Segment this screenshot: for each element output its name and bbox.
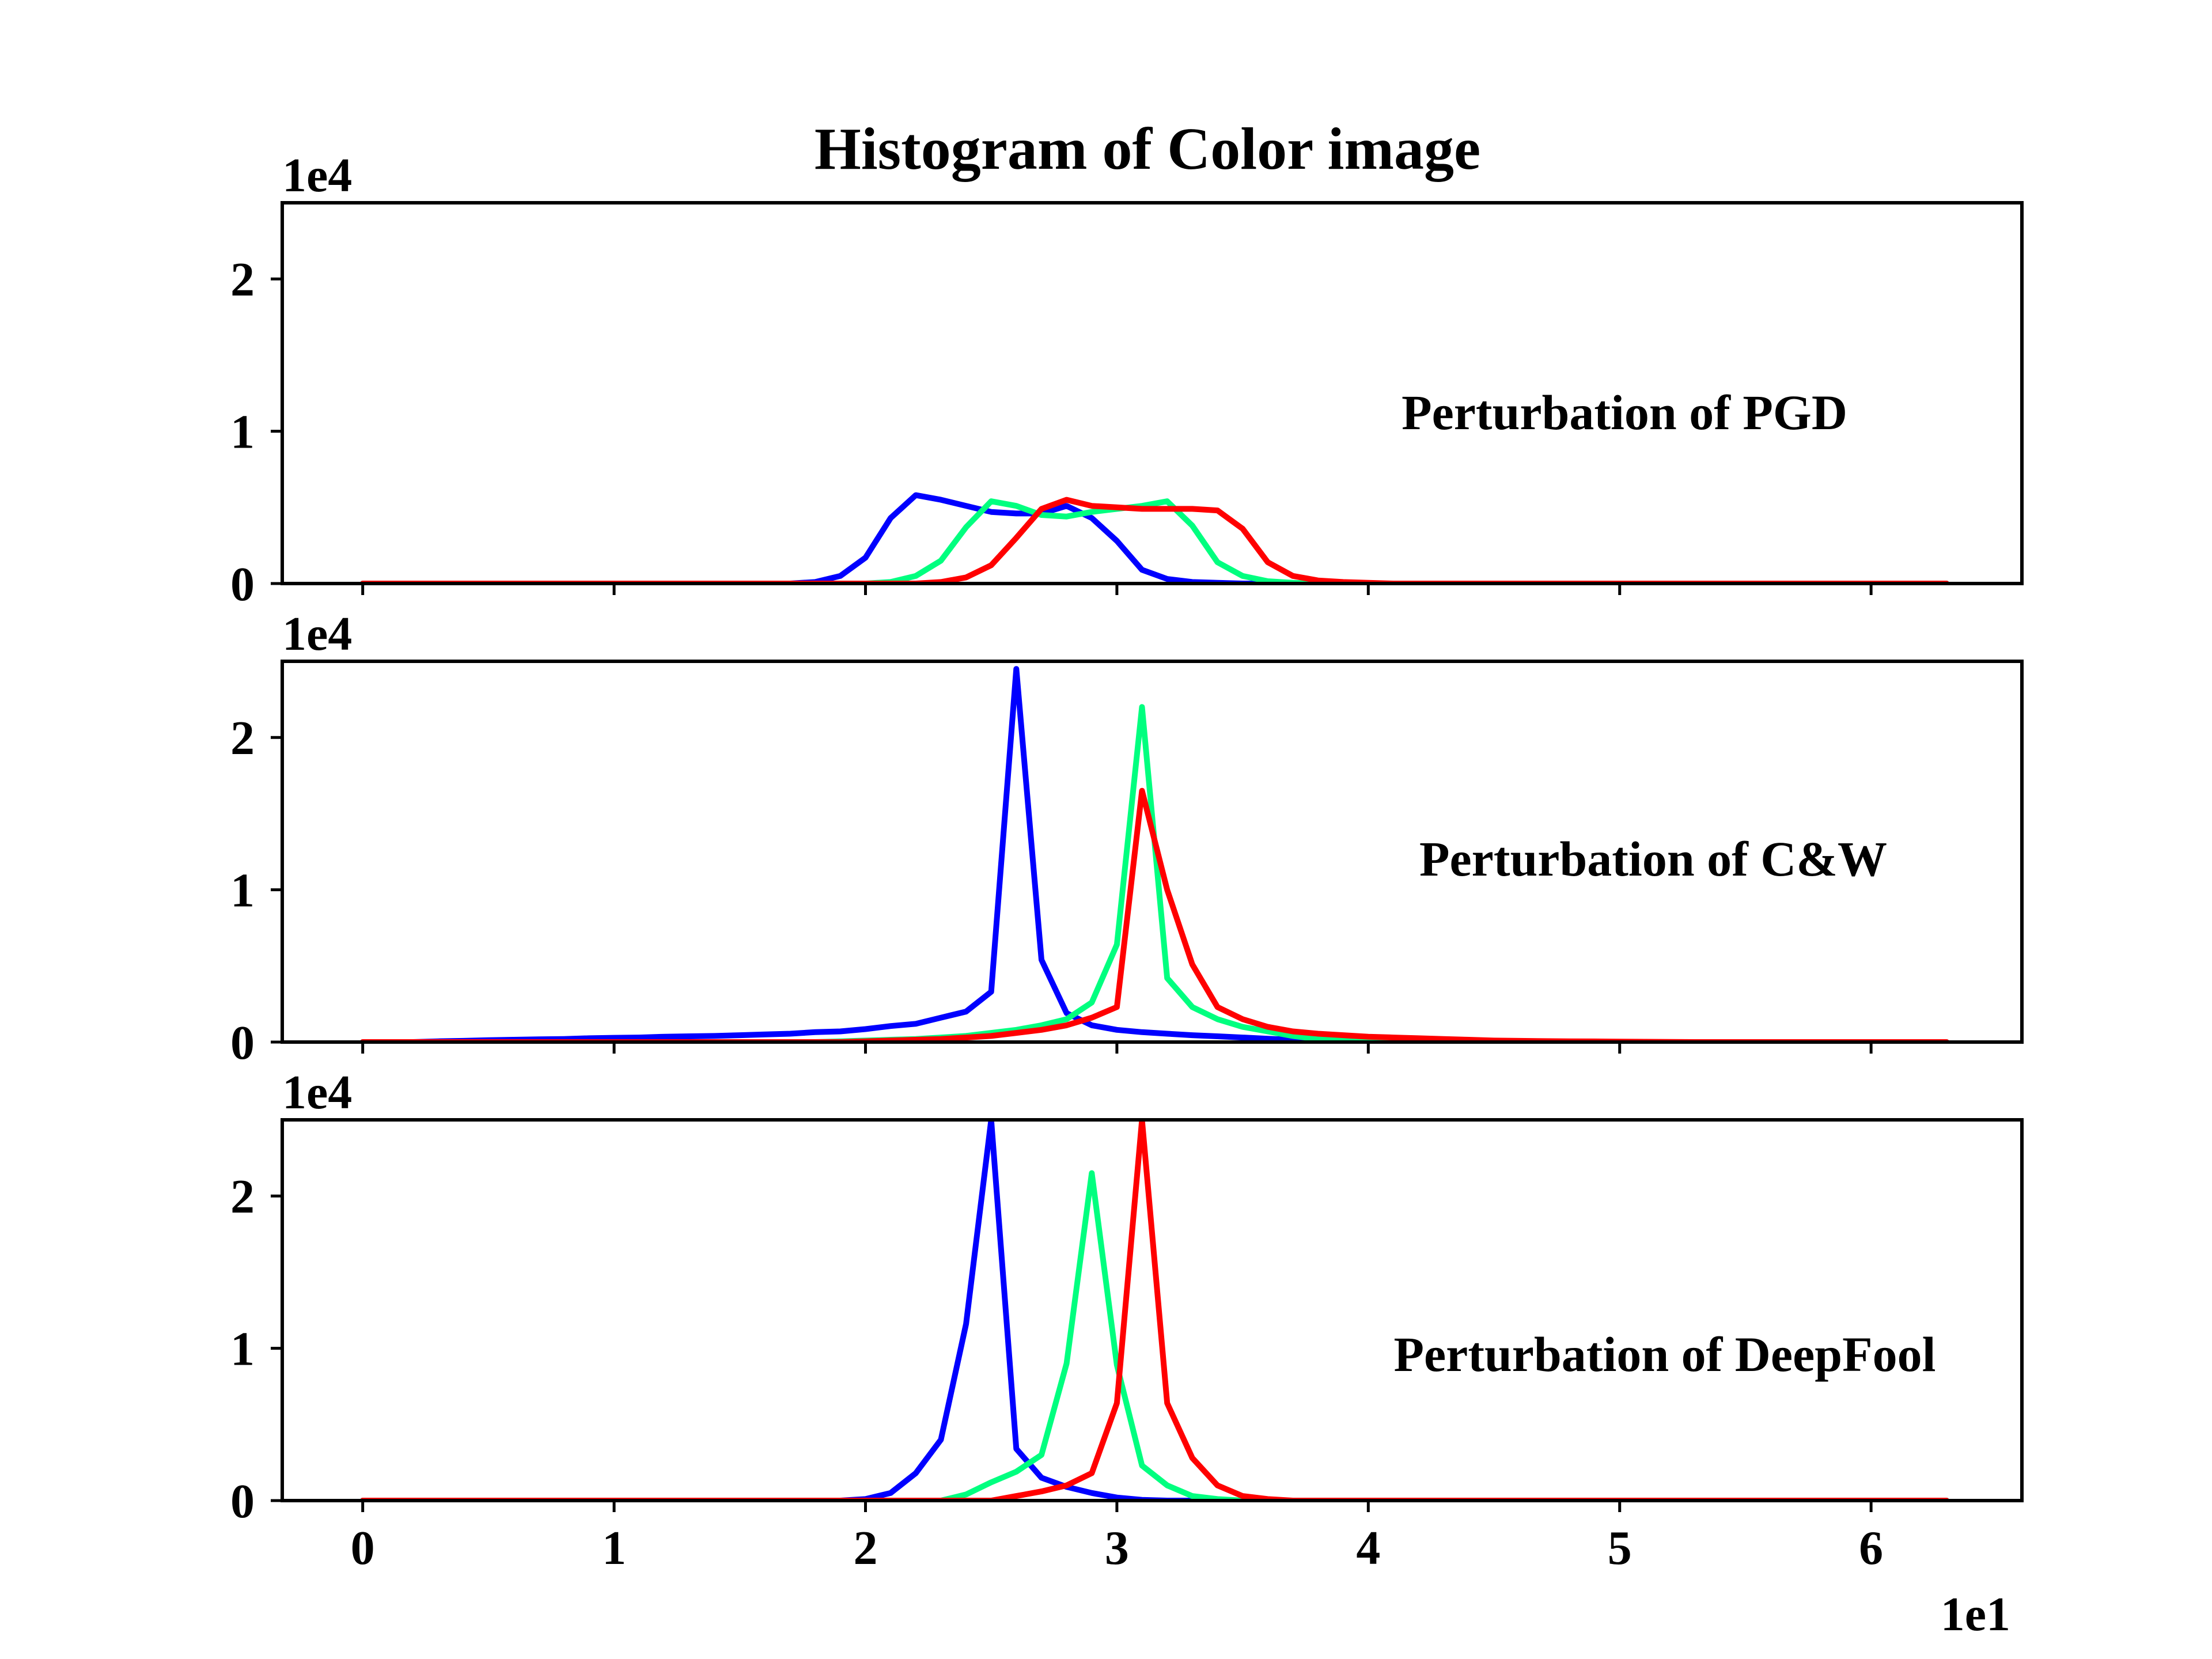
y-tick-label: 2	[230, 711, 255, 765]
panel-3: 0 1 2 1e4 Perturbation of DeepFool	[230, 1066, 2024, 1528]
panel-label: Perturbation of C&W	[1419, 831, 1887, 887]
series-line-red	[359, 497, 1950, 584]
figure-title: Histogram of Color image	[815, 116, 1480, 182]
series-line-red	[359, 1120, 1950, 1501]
plot-frame	[281, 201, 2024, 585]
x-tick-label: 1	[602, 1521, 626, 1575]
y-tick-label: 1	[230, 1323, 255, 1376]
x-axis: 0 1 2 3 4 5 6	[351, 1521, 1883, 1575]
y-tick-label: 1	[230, 406, 255, 459]
y-tick-label: 2	[230, 253, 255, 306]
series-line-blue	[359, 666, 1950, 1042]
panel-2: 0 1 2 1e4 Perturbation of C&W	[230, 607, 2024, 1070]
x-tick-label: 3	[1105, 1521, 1129, 1575]
x-tick-label: 5	[1608, 1521, 1632, 1575]
panel-label: Perturbation of PGD	[1402, 385, 1847, 440]
panel-1: 0 1 2 1e4 Perturbation of PGD	[230, 149, 2024, 611]
x-axis-offset-label: 1e1	[1941, 1588, 2010, 1641]
y-tick-label: 0	[230, 558, 255, 611]
y-axis-offset-label: 1e4	[282, 1066, 352, 1119]
x-tick-label: 2	[853, 1521, 877, 1575]
y-tick-label: 1	[230, 864, 255, 918]
y-axis-offset-label: 1e4	[282, 149, 352, 202]
series-line-green	[359, 1170, 1950, 1501]
x-tick-label: 6	[1859, 1521, 1883, 1575]
plot-frame	[281, 660, 2024, 1044]
x-tick-label: 4	[1356, 1521, 1380, 1575]
y-tick-label: 2	[230, 1170, 255, 1224]
y-tick-label: 0	[230, 1016, 255, 1070]
series-line-green	[359, 498, 1950, 584]
series-line-blue	[359, 492, 1950, 584]
x-tick-label: 0	[351, 1521, 375, 1575]
y-tick-label: 0	[230, 1475, 255, 1528]
plot-frame	[281, 1118, 2024, 1502]
series-line-blue	[359, 1120, 1950, 1501]
panels-layer: 0 1 2 1e4 Perturbation of PGD 0 1 2 1e4 Perturbat…	[230, 149, 2024, 1528]
series-group	[359, 492, 1950, 584]
y-axis-offset-label: 1e4	[282, 607, 352, 661]
series-group	[359, 1120, 1950, 1501]
panel-label: Perturbation of DeepFool	[1393, 1327, 1936, 1382]
